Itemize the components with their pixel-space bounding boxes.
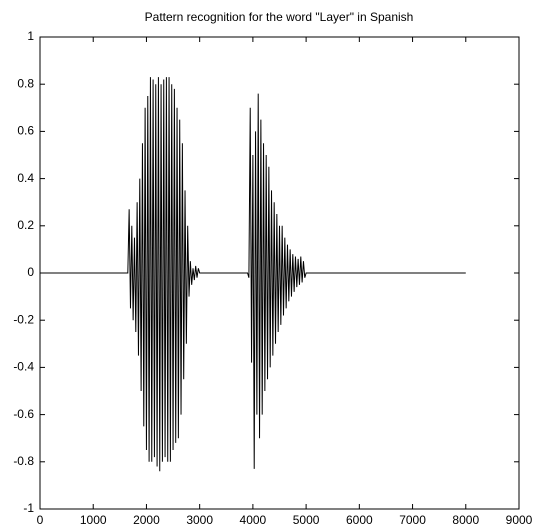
- y-tick-label: 0.4: [17, 171, 34, 185]
- y-tick-label: 0.8: [17, 76, 34, 90]
- x-tick-label: 2000: [133, 513, 160, 527]
- x-tick-label: 1000: [80, 513, 107, 527]
- x-tick-label: 5000: [293, 513, 320, 527]
- y-tick-label: 1: [27, 29, 34, 43]
- y-tick-label: -0.2: [13, 312, 34, 326]
- y-tick-label: -0.8: [13, 454, 34, 468]
- x-tick-label: 4000: [240, 513, 267, 527]
- y-tick-label: 0: [27, 265, 34, 279]
- x-tick-label: 0: [37, 513, 44, 527]
- x-tick-label: 7000: [399, 513, 426, 527]
- y-tick-label: -1: [23, 501, 34, 515]
- y-tick-label: 0.2: [17, 218, 34, 232]
- x-tick-label: 3000: [186, 513, 213, 527]
- x-tick-label: 8000: [452, 513, 479, 527]
- x-tick-label: 9000: [506, 513, 533, 527]
- y-tick-label: -0.6: [13, 407, 34, 421]
- x-tick-label: 6000: [346, 513, 373, 527]
- chart-title: Pattern recognition for the word "Layer"…: [145, 10, 414, 24]
- y-tick-label: -0.4: [13, 360, 34, 374]
- waveform-line: [40, 77, 466, 472]
- y-tick-label: 0.6: [17, 124, 34, 138]
